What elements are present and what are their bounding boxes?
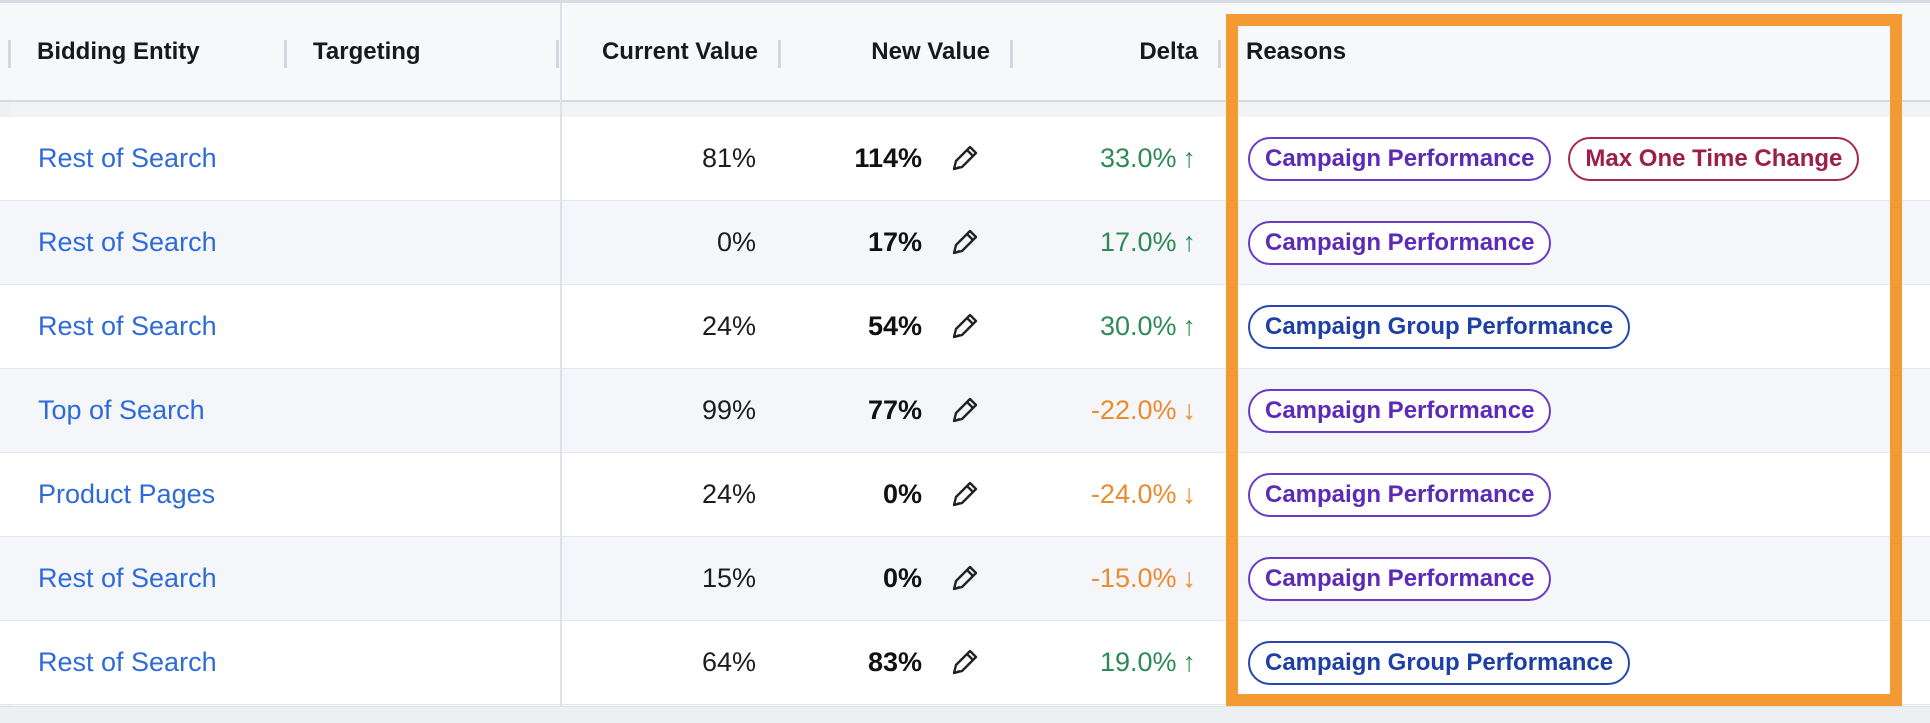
delta-cell: 33.0% ↑: [1040, 117, 1196, 200]
reason-chip[interactable]: Campaign Performance: [1248, 136, 1552, 181]
delta-value: 19.0%: [1099, 647, 1177, 677]
bidding-entity-link[interactable]: Product Pages: [38, 479, 216, 509]
current-value: 15%: [701, 563, 756, 593]
delta-cell: 17.0% ↑: [1040, 201, 1196, 284]
arrow-up-icon: ↑: [1182, 143, 1197, 173]
reason-chip[interactable]: Campaign Performance: [1248, 220, 1552, 265]
bidding-entity-link[interactable]: Rest of Search: [38, 563, 217, 593]
header-new-value[interactable]: New Value: [871, 38, 990, 65]
column-divider: [560, 3, 562, 722]
new-value: 17%: [867, 227, 922, 257]
current-value: 81%: [701, 143, 756, 173]
delta-cell: 30.0% ↑: [1040, 285, 1196, 368]
reason-chip[interactable]: Campaign Group Performance: [1248, 640, 1631, 685]
bidding-entity-link[interactable]: Top of Search: [38, 395, 205, 425]
table-row: Rest of Search 24% 54% 30.0% ↑ Campaign Group…: [0, 285, 1930, 369]
pencil-icon[interactable]: [946, 643, 980, 681]
delta-cell: 19.0% ↑: [1040, 621, 1196, 704]
bidding-entity-link[interactable]: Rest of Search: [38, 647, 217, 677]
table-bottom-row: [0, 706, 1930, 723]
reasons-cell: Campaign Performance: [1248, 201, 1552, 284]
table-row: Rest of Search 15% 0% -15.0% ↓ Campaign Perfo…: [0, 537, 1930, 621]
reasons-cell: Campaign Performance: [1248, 369, 1552, 452]
column-resize-handle[interactable]: [778, 40, 781, 68]
header-bidding-entity[interactable]: Bidding Entity: [37, 38, 200, 65]
pencil-icon[interactable]: [946, 559, 980, 597]
arrow-down-icon: ↓: [1182, 395, 1197, 425]
table-header: Bidding Entity Targeting Current Value N…: [0, 3, 1930, 102]
column-resize-handle[interactable]: [284, 40, 287, 68]
reason-chip[interactable]: Max One Time Change: [1568, 136, 1860, 181]
table-row: Top of Search 99% 77% -22.0% ↓ Campaign Perfo…: [0, 369, 1930, 453]
column-resize-handle[interactable]: [556, 40, 559, 68]
delta-value: -24.0%: [1090, 479, 1177, 509]
new-value: 83%: [867, 647, 922, 677]
reason-chip[interactable]: Campaign Performance: [1248, 388, 1552, 433]
bidding-entity-link[interactable]: Rest of Search: [38, 143, 217, 173]
column-resize-handle[interactable]: [1218, 40, 1221, 68]
reason-chip[interactable]: Campaign Performance: [1248, 556, 1552, 601]
arrow-down-icon: ↓: [1182, 563, 1197, 593]
delta-cell: -15.0% ↓: [1040, 537, 1196, 620]
arrow-down-icon: ↓: [1182, 479, 1197, 509]
column-resize-handle[interactable]: [1010, 40, 1013, 68]
pencil-icon[interactable]: [946, 139, 980, 177]
delta-value: -22.0%: [1090, 395, 1177, 425]
pencil-icon[interactable]: [946, 391, 980, 429]
current-value: 99%: [701, 395, 756, 425]
pencil-icon[interactable]: [946, 475, 980, 513]
reasons-cell: Campaign Performance Max One Time Change: [1248, 117, 1860, 200]
pencil-icon[interactable]: [946, 223, 980, 261]
current-value: 0%: [716, 227, 756, 257]
reasons-cell: Campaign Performance: [1248, 453, 1552, 536]
reasons-cell: Campaign Performance: [1248, 537, 1552, 620]
table-row: Product Pages 24% 0% -24.0% ↓ Campaign Perfor…: [0, 453, 1930, 537]
table-top-border: [0, 0, 1930, 3]
current-value: 24%: [701, 311, 756, 341]
reason-chip[interactable]: Campaign Group Performance: [1248, 304, 1631, 349]
delta-value: 30.0%: [1099, 311, 1177, 341]
arrow-up-icon: ↑: [1182, 227, 1197, 257]
table-row: Rest of Search 0% 17% 17.0% ↑ Campaign Perfor…: [0, 201, 1930, 285]
new-value: 77%: [867, 395, 922, 425]
new-value: 0%: [882, 563, 922, 593]
delta-cell: -24.0% ↓: [1040, 453, 1196, 536]
header-current-value[interactable]: Current Value: [601, 38, 758, 65]
delta-value: 17.0%: [1099, 227, 1177, 257]
table-row: Rest of Search 64% 83% 19.0% ↑ Campaign Group…: [0, 621, 1930, 705]
bidding-entity-link[interactable]: Rest of Search: [38, 227, 217, 257]
reasons-cell: Campaign Group Performance: [1248, 621, 1631, 704]
new-value: 0%: [882, 479, 922, 509]
new-value: 54%: [867, 311, 922, 341]
reason-chip[interactable]: Campaign Performance: [1248, 472, 1552, 517]
header-reasons[interactable]: Reasons: [1246, 38, 1347, 65]
current-value: 64%: [701, 647, 756, 677]
table-row: Rest of Search 81% 114% 33.0% ↑ Campaign Perf…: [0, 117, 1930, 201]
header-spacer: [0, 102, 1930, 117]
arrow-up-icon: ↑: [1182, 311, 1197, 341]
delta-cell: -22.0% ↓: [1040, 369, 1196, 452]
header-targeting[interactable]: Targeting: [313, 38, 421, 65]
delta-value: 33.0%: [1099, 143, 1177, 173]
new-value: 114%: [854, 143, 922, 173]
header-delta[interactable]: Delta: [1139, 38, 1198, 65]
pencil-icon[interactable]: [946, 307, 980, 345]
column-resize-handle[interactable]: [8, 40, 11, 68]
bidding-entity-link[interactable]: Rest of Search: [38, 311, 217, 341]
arrow-up-icon: ↑: [1182, 647, 1197, 677]
delta-value: -15.0%: [1090, 563, 1177, 593]
current-value: 24%: [701, 479, 756, 509]
reasons-cell: Campaign Group Performance: [1248, 285, 1631, 368]
